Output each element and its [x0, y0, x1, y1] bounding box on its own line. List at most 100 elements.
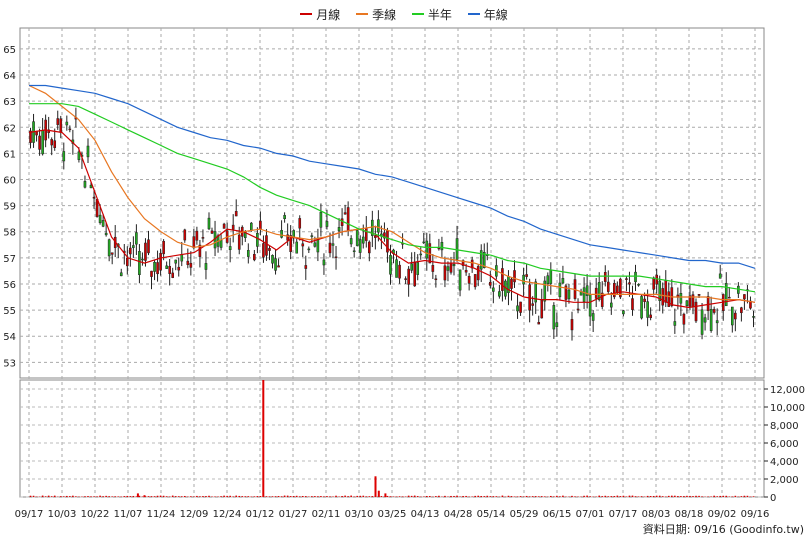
volume-bar	[280, 496, 283, 497]
volume-bar	[271, 496, 274, 497]
price-tick-label: 61	[3, 149, 16, 160]
volume-bar	[384, 493, 387, 497]
volume-bar	[135, 496, 138, 497]
volume-bar	[168, 496, 171, 497]
volume-bar	[283, 495, 286, 497]
candle-body	[358, 239, 362, 253]
moving-average-lines	[28, 84, 756, 309]
volume-bar	[534, 496, 537, 497]
volume-bar	[589, 496, 591, 497]
candle-body	[89, 184, 93, 189]
volume-tick-label: 8,000	[770, 421, 799, 432]
volume-bar	[59, 496, 62, 497]
volume-bar	[689, 495, 691, 497]
candle-body	[129, 247, 132, 255]
candle-body	[62, 151, 66, 162]
volume-bar	[710, 496, 712, 497]
volume-bar	[695, 495, 697, 497]
volume-bar	[180, 496, 183, 497]
candle-body	[416, 262, 420, 275]
candle-body	[731, 306, 734, 326]
volume-bar	[41, 495, 44, 497]
candle-body	[667, 291, 671, 307]
volume-bar	[241, 496, 244, 497]
volume-bar	[174, 496, 177, 497]
volume-bar	[193, 496, 195, 497]
x-tick-label: 09/16	[741, 509, 770, 520]
volume-bar	[752, 496, 755, 497]
candle-body	[519, 301, 522, 313]
volume-bar	[616, 495, 619, 497]
volume-bar	[356, 495, 359, 497]
candle-body	[628, 282, 631, 285]
candle-body	[634, 271, 637, 283]
candle-body	[688, 295, 692, 307]
volume-bar	[301, 495, 304, 497]
candle-body	[352, 250, 356, 253]
volume-bar	[671, 495, 673, 497]
candle-body	[558, 282, 562, 298]
candle-body	[177, 266, 181, 271]
volume-bar	[205, 496, 207, 497]
candlestick-series	[29, 107, 755, 341]
volume-bar	[159, 495, 162, 497]
legend-label-monthly: 月線	[316, 7, 341, 22]
volume-bar	[386, 495, 389, 497]
volume-bar	[680, 496, 682, 497]
volume-bar	[226, 495, 228, 497]
candle-body	[259, 220, 262, 230]
volume-bar	[353, 496, 355, 497]
volume-bar	[314, 496, 316, 497]
candle-body	[268, 248, 271, 251]
candle-body	[458, 269, 462, 291]
candle-body	[171, 272, 174, 278]
candle-body	[570, 319, 574, 331]
chart-grid	[19, 27, 765, 498]
volume-bar	[75, 496, 77, 497]
candle-body	[467, 275, 471, 284]
volume-bar	[368, 496, 371, 497]
candle-body	[107, 239, 111, 257]
candle-body	[649, 314, 652, 319]
volume-tick-label: 2,000	[770, 475, 799, 486]
volume-bar	[571, 495, 573, 497]
volume-bar	[47, 495, 50, 497]
candle-body	[637, 284, 640, 286]
candle-body	[603, 272, 607, 282]
volume-bar	[153, 496, 156, 497]
candle-body	[247, 250, 250, 257]
candle-body	[286, 234, 289, 241]
candle-body	[625, 278, 628, 280]
volume-tick-label: 0	[770, 493, 776, 504]
candle-body	[56, 118, 60, 125]
volume-bar	[480, 495, 483, 497]
volume-bar	[537, 496, 540, 497]
volume-bar	[389, 496, 392, 497]
candle-body	[540, 300, 544, 319]
volume-bar	[395, 496, 398, 497]
volume-bar	[214, 496, 216, 497]
candle-body	[588, 294, 592, 317]
candle-body	[180, 254, 184, 262]
legend-swatch-monthly	[300, 13, 313, 15]
volume-bar	[229, 495, 231, 497]
candle-body	[256, 232, 259, 247]
volume-bar	[683, 496, 685, 497]
candle-body	[585, 285, 589, 296]
candle-body	[355, 230, 359, 246]
candle-body	[41, 130, 44, 155]
candle-body	[195, 230, 199, 241]
candle-body	[50, 139, 53, 146]
volume-bar	[380, 496, 383, 497]
chart-axes: 09/17 10/03 10/22 11/07 11/24 12/09 12/24 01/12…	[3, 45, 805, 520]
volume-bar	[347, 496, 349, 497]
candle-body	[156, 262, 159, 275]
x-tick-label: 05/29	[510, 509, 539, 520]
volume-bar	[422, 496, 425, 497]
candle-body	[610, 302, 613, 308]
x-tick-label: 03/10	[345, 509, 374, 520]
volume-bar	[652, 495, 655, 497]
volume-bar	[471, 496, 473, 497]
candle-body	[546, 275, 550, 284]
candle-body	[606, 281, 610, 292]
